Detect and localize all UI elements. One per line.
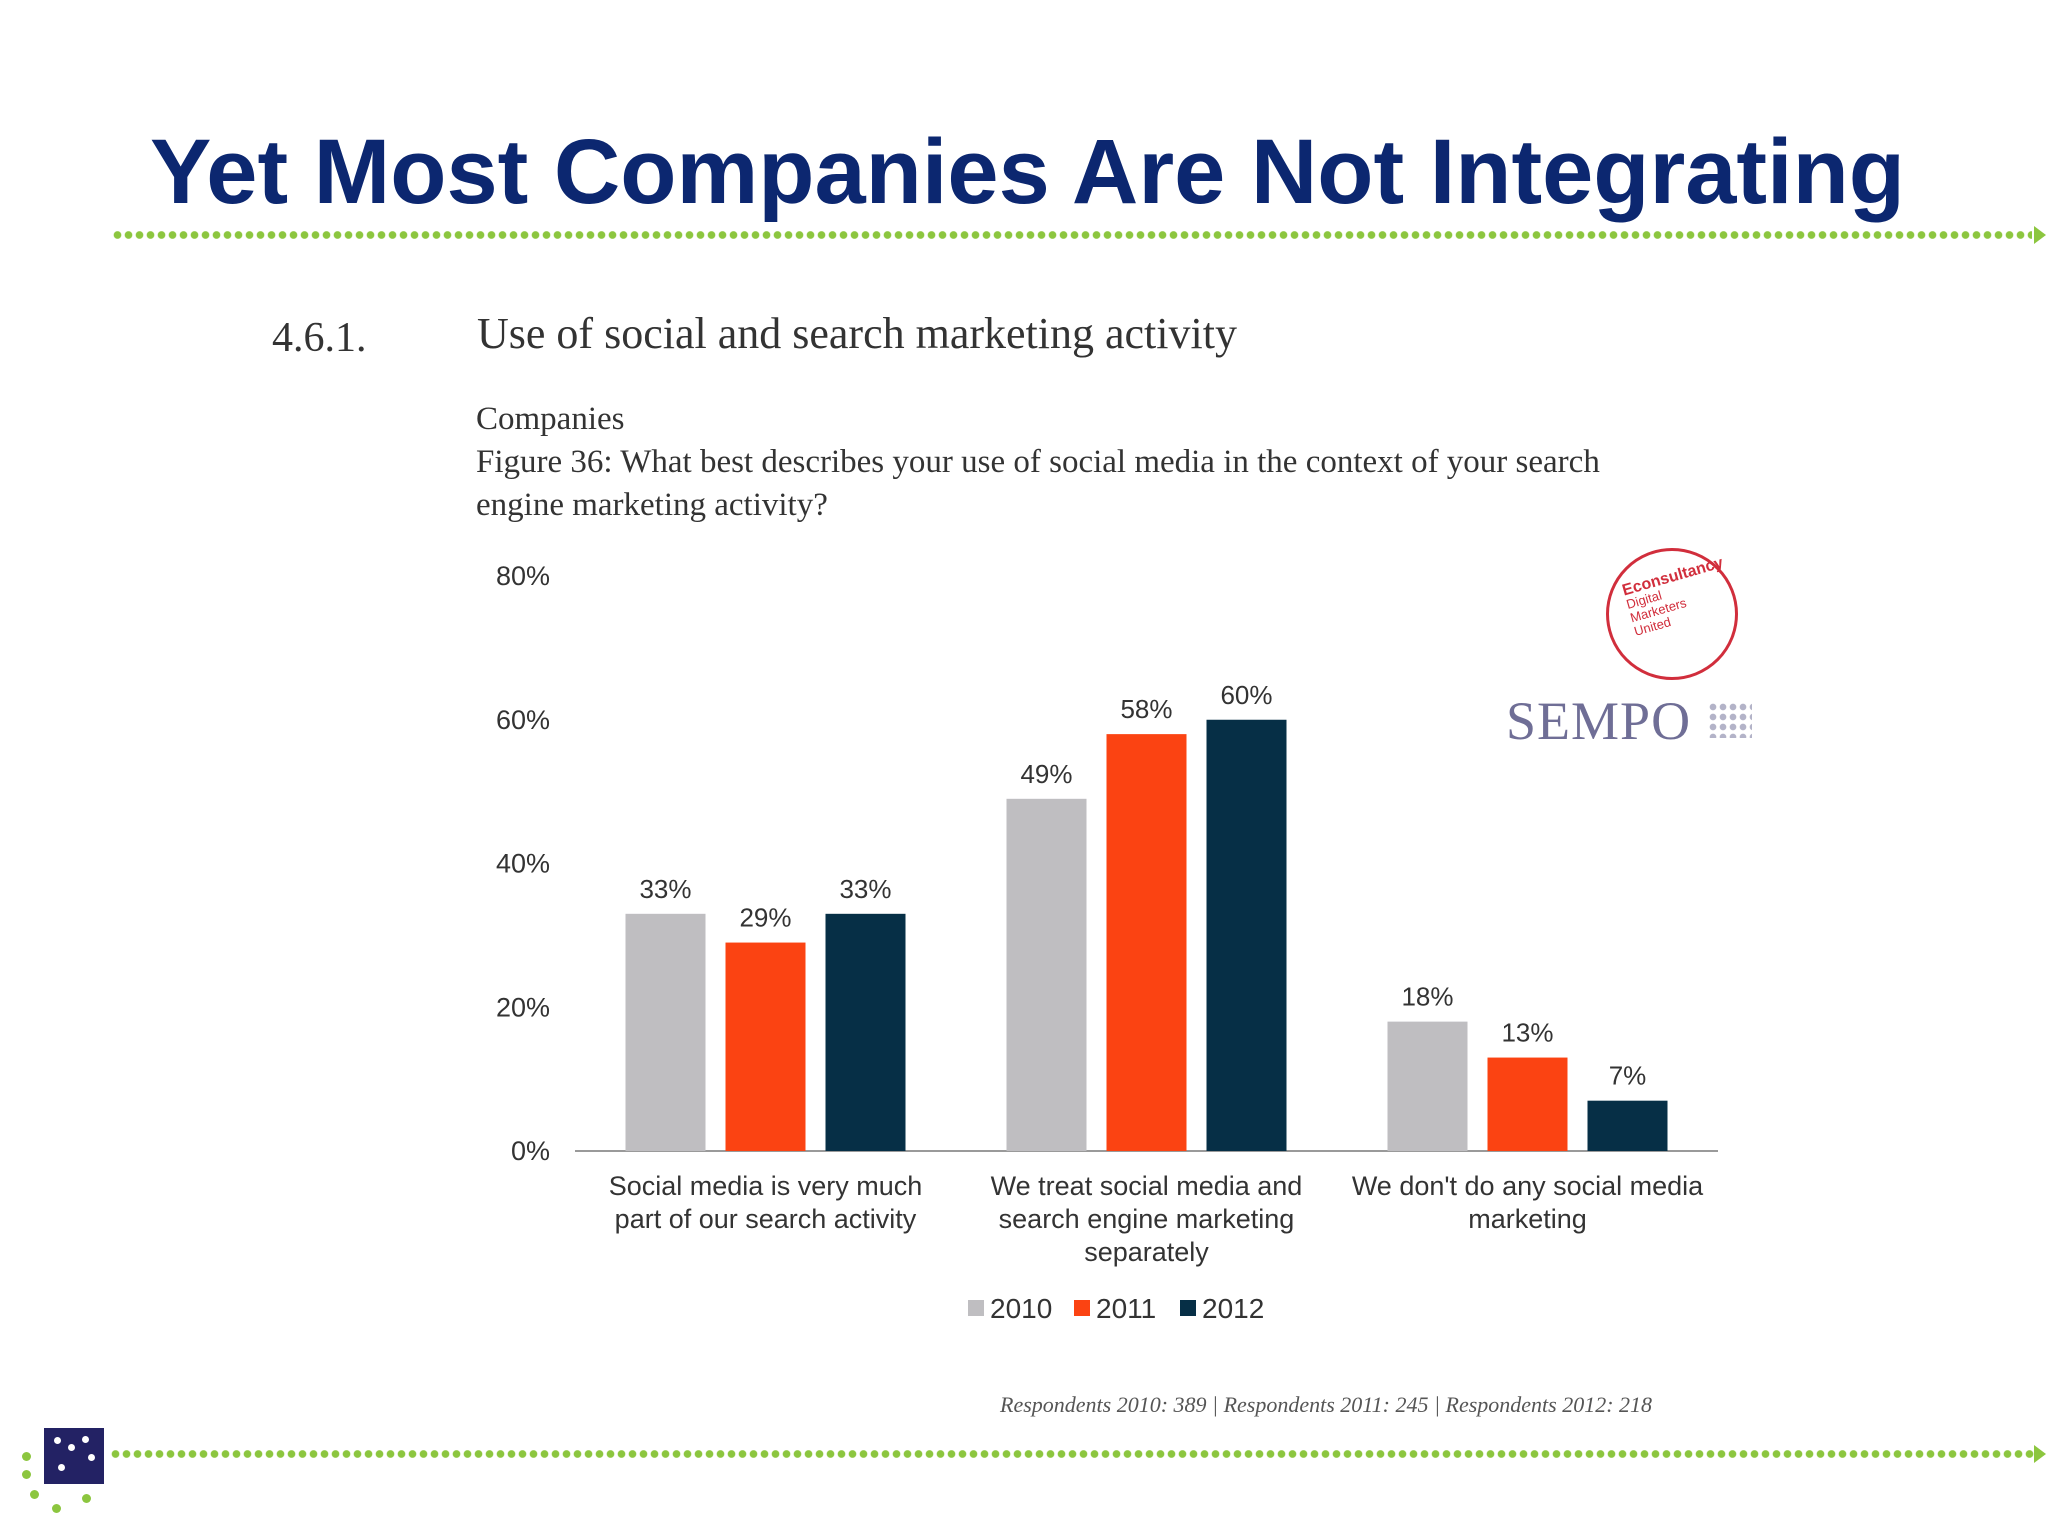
data-label: 7% <box>1609 1061 1647 1091</box>
legend-swatch <box>968 1300 984 1316</box>
figure-audience: Companies <box>476 401 625 437</box>
sempo-logo: SEMPO <box>1506 691 1692 751</box>
bar <box>1487 1057 1568 1151</box>
bar <box>1387 1021 1468 1151</box>
figure-subtitle: Companies Figure 36: What best describes… <box>476 398 1766 527</box>
legend-swatch <box>1180 1300 1196 1316</box>
y-tick-label: 0% <box>511 1136 550 1166</box>
x-tick-label: separately <box>1084 1237 1209 1267</box>
figure-caption-line-2: engine marketing activity? <box>476 487 828 523</box>
y-tick-label: 40% <box>496 849 550 879</box>
bar <box>1006 798 1087 1151</box>
data-label: 29% <box>739 903 791 933</box>
bar <box>625 913 706 1151</box>
section-number: 4.6.1. <box>272 315 367 361</box>
y-tick-label: 20% <box>496 992 550 1022</box>
sempo-dots-icon <box>1708 702 1752 738</box>
data-label: 13% <box>1501 1018 1553 1048</box>
bar <box>1106 734 1187 1151</box>
footer-arrow-icon <box>2034 1445 2046 1463</box>
legend-label: 2012 <box>1202 1293 1264 1324</box>
slide-title: Yet Most Companies Are Not Integrating <box>150 121 1906 223</box>
section-title: Use of social and search marketing activ… <box>477 309 1237 358</box>
x-tick-label: We treat social media and <box>991 1171 1303 1201</box>
x-tick-label: part of our search activity <box>615 1204 917 1234</box>
data-label: 58% <box>1120 694 1172 724</box>
y-tick-label: 80% <box>496 561 550 591</box>
x-tick-label: marketing <box>1468 1204 1587 1234</box>
bar <box>725 942 806 1151</box>
respondents-footnote: Respondents 2010: 389 | Respondents 2011… <box>1000 1392 1653 1417</box>
x-tick-label: We don't do any social media <box>1352 1171 1704 1201</box>
data-label: 49% <box>1020 759 1072 789</box>
title-divider <box>112 229 2032 241</box>
footer-divider <box>110 1448 2034 1460</box>
x-tick-label: Social media is very much <box>609 1171 923 1201</box>
legend-label: 2010 <box>990 1293 1052 1324</box>
figure-caption-line-1: Figure 36: What best describes your use … <box>476 444 1600 480</box>
legend-label: 2011 <box>1096 1293 1156 1324</box>
y-tick-label: 60% <box>496 705 550 735</box>
data-label: 18% <box>1401 982 1453 1012</box>
bar <box>825 913 906 1151</box>
legend-swatch <box>1074 1300 1090 1316</box>
data-label: 33% <box>839 874 891 904</box>
x-tick-label: search engine marketing <box>999 1204 1295 1234</box>
bar <box>1206 719 1287 1151</box>
divider-arrow-icon <box>2034 226 2046 244</box>
econsultancy-logo: Econsultancy Digital Marketers United <box>1606 548 1738 680</box>
data-label: 33% <box>639 874 691 904</box>
bar <box>1587 1100 1668 1151</box>
data-label: 60% <box>1220 680 1272 710</box>
company-logo-icon <box>44 1428 104 1484</box>
